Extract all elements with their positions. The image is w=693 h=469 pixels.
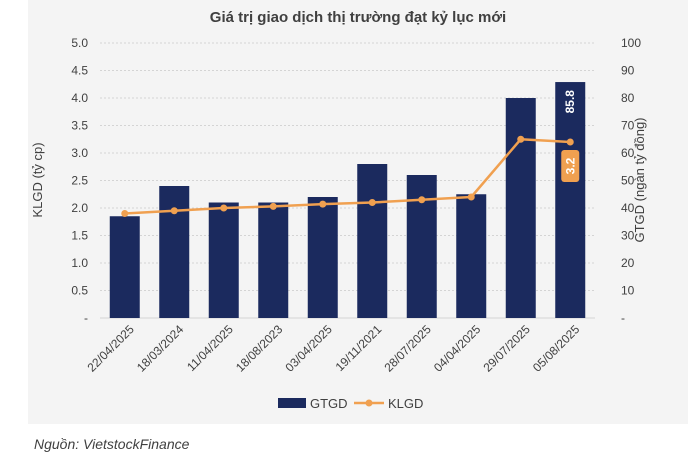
right-tick-label: 70 (621, 119, 635, 133)
x-tick-label: 22/04/2025 (85, 322, 138, 375)
x-tick-label: 04/04/2025 (431, 322, 484, 375)
point-klgd (269, 202, 277, 210)
right-tick-label: 10 (621, 284, 635, 298)
legend-swatch-gtgd (278, 398, 306, 408)
x-tick-label: 11/04/2025 (184, 322, 236, 374)
left-tick-label: 4.0 (71, 91, 88, 105)
bar-gtgd (208, 202, 239, 318)
right-tick-label: - (621, 311, 625, 325)
data-label-gtgd: 85.8 (563, 90, 577, 114)
legend-label-klgd: KLGD (388, 396, 423, 411)
left-axis-ticks: - 0.5 1.0 1.5 2.0 2.5 3.0 3.5 4.0 4.5 5.0 (71, 36, 88, 325)
x-tick-label: 29/07/2025 (481, 322, 534, 375)
legend: GTGD KLGD (278, 396, 423, 411)
left-tick-label: 3.5 (71, 119, 88, 133)
bar-series-gtgd (109, 82, 586, 318)
left-tick-label: 4.5 (71, 64, 88, 78)
point-klgd (368, 199, 376, 206)
combo-chart: Giá trị giao dịch thị trường đạt kỷ lục … (30, 9, 647, 411)
point-klgd (566, 138, 574, 146)
x-tick-label: 05/08/2025 (530, 322, 583, 375)
left-tick-label: 2.0 (71, 201, 88, 215)
bar-gtgd (505, 98, 536, 318)
right-tick-label: 80 (621, 91, 635, 105)
right-axis-ticks: - 10 20 30 40 50 60 70 80 90 100 (621, 36, 641, 325)
bar-gtgd (159, 186, 190, 318)
legend-marker-klgd (365, 399, 373, 407)
point-klgd (467, 193, 475, 201)
bar-gtgd (456, 194, 487, 318)
point-klgd (418, 196, 426, 204)
left-tick-label: 3.0 (71, 146, 88, 160)
data-labels: 85.8 3.2 (561, 90, 580, 182)
x-axis-ticks: 22/04/202518/03/202411/04/202518/08/2023… (85, 322, 583, 375)
line-series-klgd (121, 135, 574, 217)
chart-title: Giá trị giao dịch thị trường đạt kỷ lục … (210, 9, 506, 26)
left-tick-label: 5.0 (71, 36, 88, 50)
source-note: Nguồn: VietstockFinance (34, 436, 190, 452)
legend-label-gtgd: GTGD (310, 396, 348, 411)
right-tick-label: 20 (621, 256, 635, 270)
point-klgd (170, 207, 178, 215)
left-tick-label: - (84, 311, 88, 325)
x-tick-label: 28/07/2025 (382, 322, 435, 375)
x-tick-label: 19/11/2021 (333, 322, 385, 374)
x-tick-label: 03/04/2025 (283, 322, 336, 375)
chart-panel: Giá trị giao dịch thị trường đạt kỷ lục … (28, 0, 688, 424)
left-tick-label: 1.0 (71, 256, 88, 270)
right-tick-label: 60 (621, 146, 635, 160)
right-axis-title: GTGD (ngàn tỷ đồng) (632, 118, 647, 243)
right-tick-label: 40 (621, 201, 635, 215)
right-tick-label: 50 (621, 174, 635, 188)
bar-gtgd (109, 216, 140, 318)
x-tick-label: 18/08/2023 (233, 322, 286, 375)
bar-gtgd (555, 82, 586, 318)
bar-gtgd (258, 202, 289, 318)
left-tick-label: 0.5 (71, 284, 88, 298)
line-path-klgd (124, 138, 571, 215)
point-klgd (220, 204, 228, 212)
point-klgd (121, 210, 129, 217)
data-label-klgd-badge (561, 150, 580, 182)
right-tick-label: 100 (621, 36, 641, 50)
left-tick-label: 2.5 (71, 174, 88, 188)
point-klgd (517, 135, 525, 143)
right-tick-label: 30 (621, 229, 635, 243)
bar-gtgd (307, 197, 338, 318)
point-klgd (319, 200, 327, 208)
left-axis-title: KLGD (tỷ cp) (30, 142, 45, 217)
bar-gtgd (357, 164, 388, 318)
x-tick-label: 18/03/2024 (134, 322, 187, 375)
left-tick-label: 1.5 (71, 229, 88, 243)
data-label-klgd: 3.2 (563, 157, 577, 174)
right-tick-label: 90 (621, 64, 635, 78)
